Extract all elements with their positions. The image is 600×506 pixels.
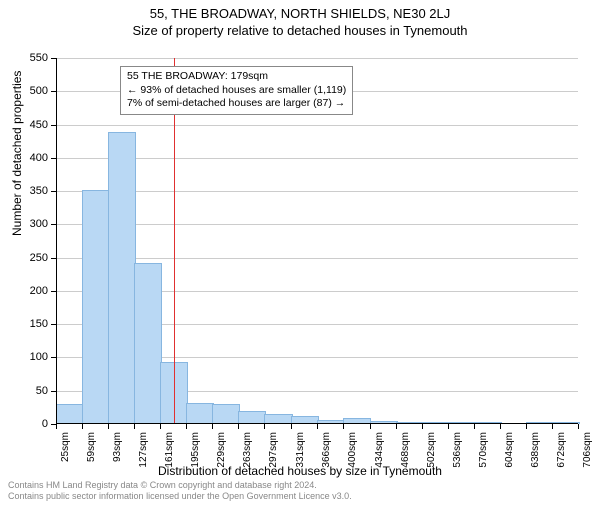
x-tick [370,424,371,429]
y-tick-label: 250 [30,252,48,264]
x-tick [160,424,161,429]
x-tick-label: 706sqm [582,432,593,468]
x-tick-label: 229sqm [216,432,227,468]
x-tick [82,424,83,429]
x-tick-label: 195sqm [190,432,201,468]
y-tick-label: 0 [42,418,48,430]
y-tick-label: 100 [30,351,48,363]
x-tick-label: 366sqm [321,432,332,468]
y-tick-label: 400 [30,152,48,164]
x-axis-line [56,423,578,424]
x-tick [134,424,135,429]
histogram-bar [212,404,240,424]
x-tick-label: 502sqm [426,432,437,468]
y-tick-label: 300 [30,218,48,230]
x-tick-label: 93sqm [112,432,123,462]
y-tick-label: 350 [30,185,48,197]
histogram-bar [186,403,214,424]
x-tick [422,424,423,429]
x-tick [56,424,57,429]
x-tick [396,424,397,429]
x-tick [526,424,527,429]
x-tick-label: 400sqm [347,432,358,468]
x-tick-label: 604sqm [504,432,515,468]
x-tick-label: 434sqm [374,432,385,468]
info-box-line3: 7% of semi-detached houses are larger (8… [127,97,346,111]
attribution-line2: Contains public sector information licen… [8,491,352,502]
x-tick-label: 297sqm [268,432,279,468]
x-tick [291,424,292,429]
x-axis-label: Distribution of detached houses by size … [0,464,600,478]
y-axis-line [56,58,57,424]
x-tick-label: 25sqm [60,432,71,462]
y-tick-label: 200 [30,285,48,297]
histogram-bar [56,404,84,424]
y-tick-label: 500 [30,85,48,97]
x-tick-label: 161sqm [164,432,175,468]
x-tick [212,424,213,429]
histogram-chart: 05010015020025030035040045050055025sqm59… [56,58,578,424]
x-tick-label: 672sqm [556,432,567,468]
info-box-line1: 55 THE BROADWAY: 179sqm [127,70,346,84]
x-tick [343,424,344,429]
x-tick [448,424,449,429]
x-tick-label: 127sqm [138,432,149,468]
histogram-bar [82,190,110,424]
x-tick-label: 263sqm [242,432,253,468]
y-tick-label: 550 [30,52,48,64]
x-tick-label: 468sqm [400,432,411,468]
x-tick-label: 638sqm [530,432,541,468]
x-tick [552,424,553,429]
y-axis-label: Number of detached properties [10,71,24,236]
y-tick-label: 150 [30,318,48,330]
x-tick-label: 570sqm [478,432,489,468]
attribution-text: Contains HM Land Registry data © Crown c… [8,480,352,503]
x-tick [264,424,265,429]
x-tick [238,424,239,429]
attribution-line1: Contains HM Land Registry data © Crown c… [8,480,352,491]
chart-subtitle: Size of property relative to detached ho… [0,23,600,38]
x-tick-label: 331sqm [295,432,306,468]
info-box-line2: ← 93% of detached houses are smaller (1,… [127,84,346,98]
x-tick [186,424,187,429]
gridline [56,125,578,126]
page-title: 55, THE BROADWAY, NORTH SHIELDS, NE30 2L… [0,6,600,21]
x-tick [108,424,109,429]
y-tick-label: 50 [36,385,48,397]
x-tick [317,424,318,429]
x-tick [500,424,501,429]
x-tick [578,424,579,429]
x-tick-label: 59sqm [86,432,97,462]
x-tick [474,424,475,429]
histogram-bar [108,132,136,424]
gridline [56,58,578,59]
y-tick-label: 450 [30,119,48,131]
x-tick-label: 536sqm [452,432,463,468]
info-box: 55 THE BROADWAY: 179sqm← 93% of detached… [120,66,353,115]
histogram-bar [134,263,162,424]
